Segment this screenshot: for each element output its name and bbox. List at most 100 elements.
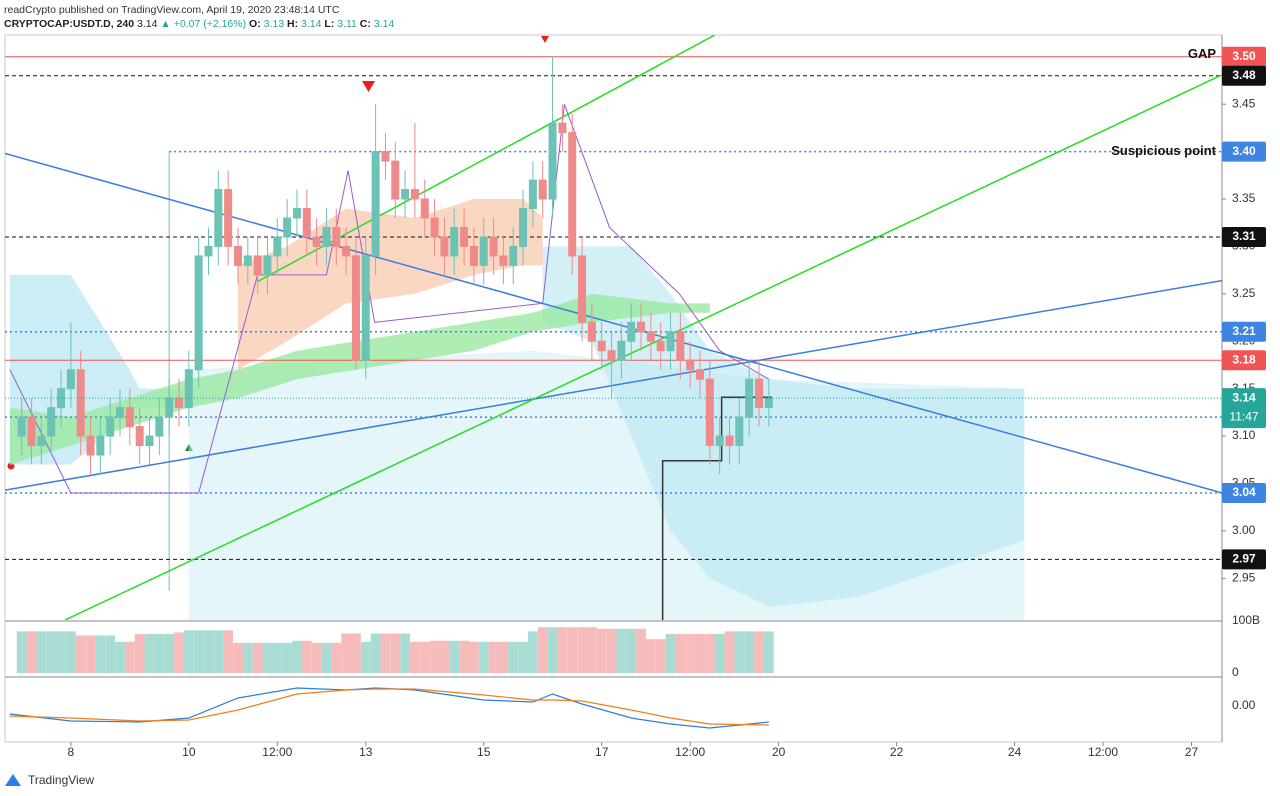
volume-bar (193, 630, 204, 673)
level-tag (1222, 350, 1266, 371)
candle-body (204, 245, 213, 257)
x-tick-label: 17 (595, 745, 609, 759)
candle-body (361, 255, 370, 361)
candle-body (302, 208, 311, 238)
candle-body (47, 407, 56, 437)
trend-line (5, 152, 1222, 494)
volume-bar (606, 628, 617, 673)
y-tick-label: 3.00 (1232, 523, 1256, 537)
candle-body (135, 426, 144, 447)
level-tag (1222, 141, 1266, 162)
volume-bar (85, 635, 96, 673)
ohlc-value: 3.14 (374, 18, 395, 30)
candle-body (597, 340, 606, 352)
candle-body (233, 245, 242, 266)
x-tick-label: 22 (890, 745, 904, 759)
candle-body (430, 217, 439, 238)
candle-body (548, 122, 557, 200)
level-tag (1222, 46, 1266, 67)
volume-bar (233, 642, 243, 673)
volume-bar (95, 635, 106, 673)
volume-bar (124, 641, 135, 673)
candle-body (627, 321, 636, 342)
volume-bar (262, 642, 273, 673)
level-tag-label: 3.40 (1232, 144, 1256, 158)
volume-bar (547, 627, 558, 673)
candle-body (37, 435, 46, 447)
volume-bar (341, 633, 352, 673)
volume-bar (115, 641, 125, 673)
volume-bar (508, 641, 519, 673)
signal-marker (362, 81, 375, 92)
candle-body (322, 226, 331, 247)
volume-bar (518, 641, 528, 673)
level-tag (1222, 549, 1266, 570)
candle-body (86, 435, 95, 456)
candle-body (116, 407, 125, 418)
level-tag (1222, 65, 1266, 86)
candle-body (155, 416, 164, 437)
volume-bar (724, 631, 735, 673)
cloud (9, 293, 710, 465)
volume-bar (636, 628, 646, 673)
candle-body (637, 321, 646, 333)
brand: TradingView (28, 773, 94, 787)
x-tick-label: 12:00 (1088, 745, 1118, 759)
candle-body (420, 198, 429, 219)
volume-bar (242, 642, 253, 673)
volume-bar (351, 633, 361, 673)
candle-body (371, 151, 380, 257)
volume-bar (370, 633, 381, 673)
candle-body (253, 255, 262, 276)
volume-bar (321, 642, 332, 673)
volume-bar (439, 640, 450, 673)
candle-body (725, 435, 734, 447)
ohlc-key: C: (360, 18, 371, 30)
volume-bar (360, 641, 371, 673)
ohlc-key: H: (287, 18, 298, 30)
y-tick-label: 3.25 (1232, 286, 1256, 300)
volume-bar (183, 630, 194, 673)
trend-line (9, 104, 770, 494)
volume-bar (301, 640, 312, 673)
level-tag (1222, 321, 1266, 342)
candle-body (96, 435, 105, 456)
candle-body (214, 189, 223, 247)
volume-bar (400, 633, 410, 673)
level-tag-label: 3.21 (1232, 324, 1256, 338)
candle-body (568, 132, 577, 257)
trend-line (64, 74, 1222, 620)
change: ▲ +0.07 (+2.16%) (160, 18, 246, 30)
volume-bar (311, 642, 322, 673)
candle-body (381, 151, 390, 162)
brand-logo (5, 774, 21, 786)
volume-bar (488, 641, 499, 673)
volume-bar (213, 630, 224, 673)
x-tick-label: 15 (477, 745, 491, 759)
candle-body (410, 189, 419, 200)
y-tick-label: 2.95 (1232, 570, 1256, 584)
volume-bar (282, 642, 293, 673)
level-tag (1222, 482, 1266, 503)
volume-bar (410, 641, 420, 673)
candle-body (764, 397, 773, 409)
level-tag-label: 3.18 (1232, 352, 1256, 366)
candle-body (57, 388, 66, 409)
volume-bar (419, 641, 430, 673)
x-tick-label: 24 (1008, 745, 1022, 759)
volume-bar (704, 633, 715, 673)
signal-marker (541, 36, 549, 43)
candle-body (27, 416, 36, 447)
volume-bar (46, 631, 57, 673)
candle-body (607, 350, 616, 361)
candle-body (184, 369, 193, 409)
level-tag (1222, 226, 1266, 247)
plot (5, 35, 1222, 620)
volume-bar (164, 633, 175, 673)
candle-body (292, 208, 301, 219)
volume-bar (734, 631, 745, 673)
volume-bar (105, 635, 116, 673)
y-tick-label: 3.45 (1232, 96, 1256, 110)
candle-body (450, 226, 459, 257)
